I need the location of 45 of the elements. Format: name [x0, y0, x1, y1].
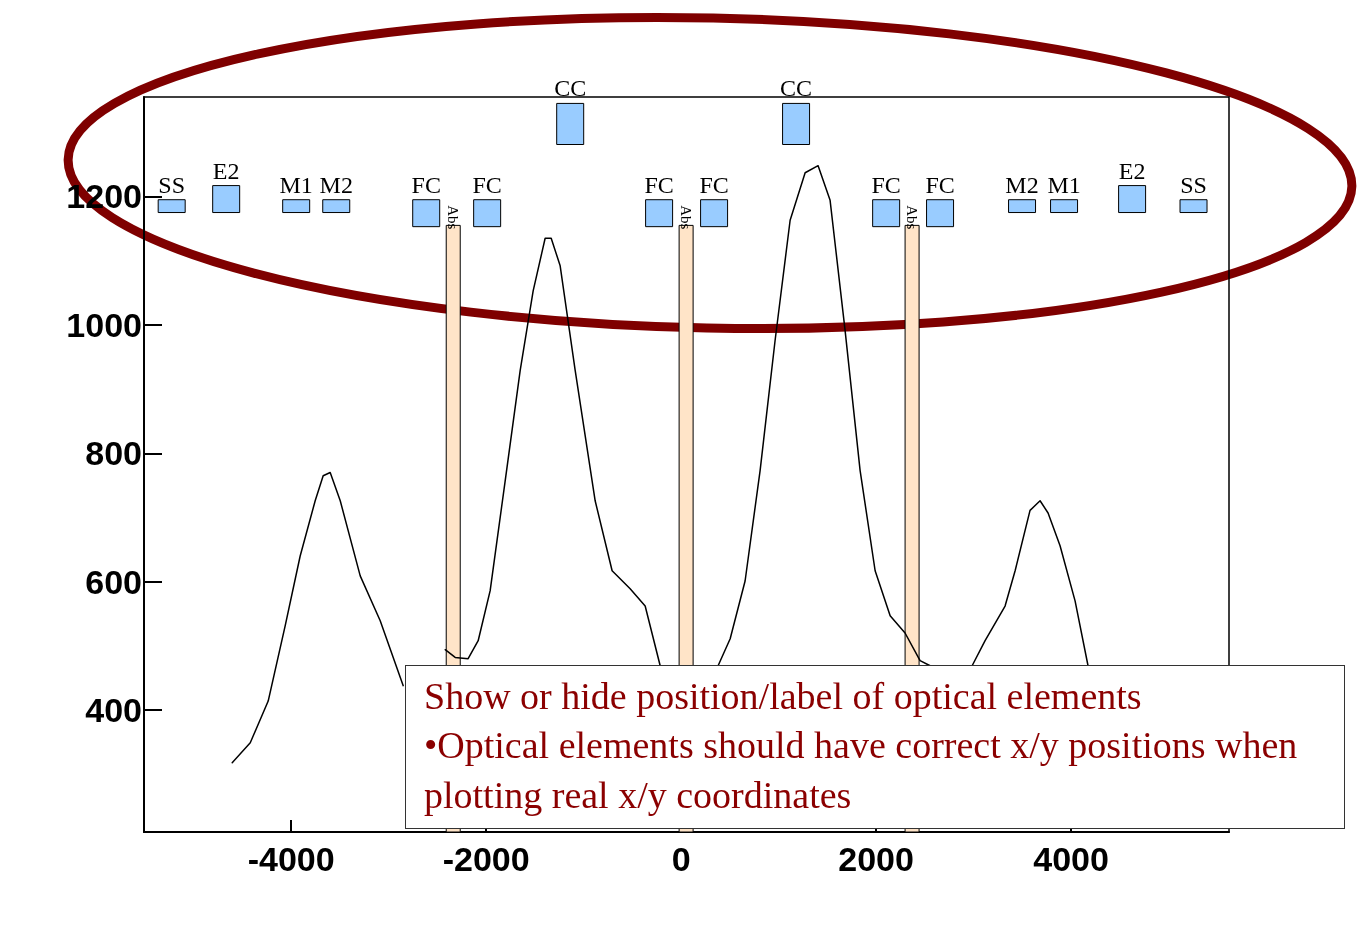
data-label: FC: [644, 171, 674, 198]
bar: [212, 185, 241, 214]
bar: [645, 199, 674, 228]
x-tick-label: -4000: [247, 840, 335, 878]
bar: [282, 199, 311, 214]
data-label: SS: [158, 171, 186, 198]
x-tick-label: 2000: [838, 840, 914, 878]
y-tick-label: 600: [85, 562, 142, 601]
data-label: Abs: [904, 205, 921, 230]
data-label: FC: [699, 171, 729, 198]
bar: [926, 199, 955, 228]
annotation: •Optical elements should have correct x/y positions when plotting real x/y coordinates: [424, 723, 1299, 818]
bar: [556, 102, 585, 145]
data-label: Abs: [678, 205, 695, 230]
data-label: CC: [554, 75, 587, 102]
bar: [473, 199, 502, 228]
x-tick-label: -2000: [442, 840, 530, 878]
y-tick-label: 800: [85, 434, 142, 473]
bar: [782, 102, 811, 145]
x-tick-label: 0: [671, 840, 691, 878]
data-label: FC: [472, 171, 502, 198]
data-label: M2: [319, 171, 353, 198]
bar: [872, 199, 901, 228]
data-label: M1: [1047, 171, 1081, 198]
bar: [1118, 185, 1147, 214]
data-label: Abs: [445, 205, 462, 230]
data-label: M2: [1005, 171, 1039, 198]
data-label: M1: [279, 171, 313, 198]
bar: [1008, 199, 1037, 214]
bar: [1179, 199, 1208, 214]
x-tick-label: 4000: [1033, 840, 1109, 878]
annotation: Show or hide position/label of optical elements: [424, 674, 1143, 719]
bar: [412, 199, 441, 228]
data-label: FC: [925, 171, 955, 198]
data-label: FC: [411, 171, 441, 198]
y-tick-label: 400: [85, 691, 142, 730]
bar: [700, 199, 729, 228]
y-tick-label: 1000: [66, 305, 142, 344]
data-label: SS: [1180, 171, 1207, 198]
bar: [1050, 199, 1079, 214]
data-label: E2: [212, 157, 240, 184]
data-label: FC: [871, 171, 901, 198]
bar: [322, 199, 351, 214]
data-label: E2: [1118, 157, 1146, 184]
data-label: CC: [780, 75, 813, 102]
